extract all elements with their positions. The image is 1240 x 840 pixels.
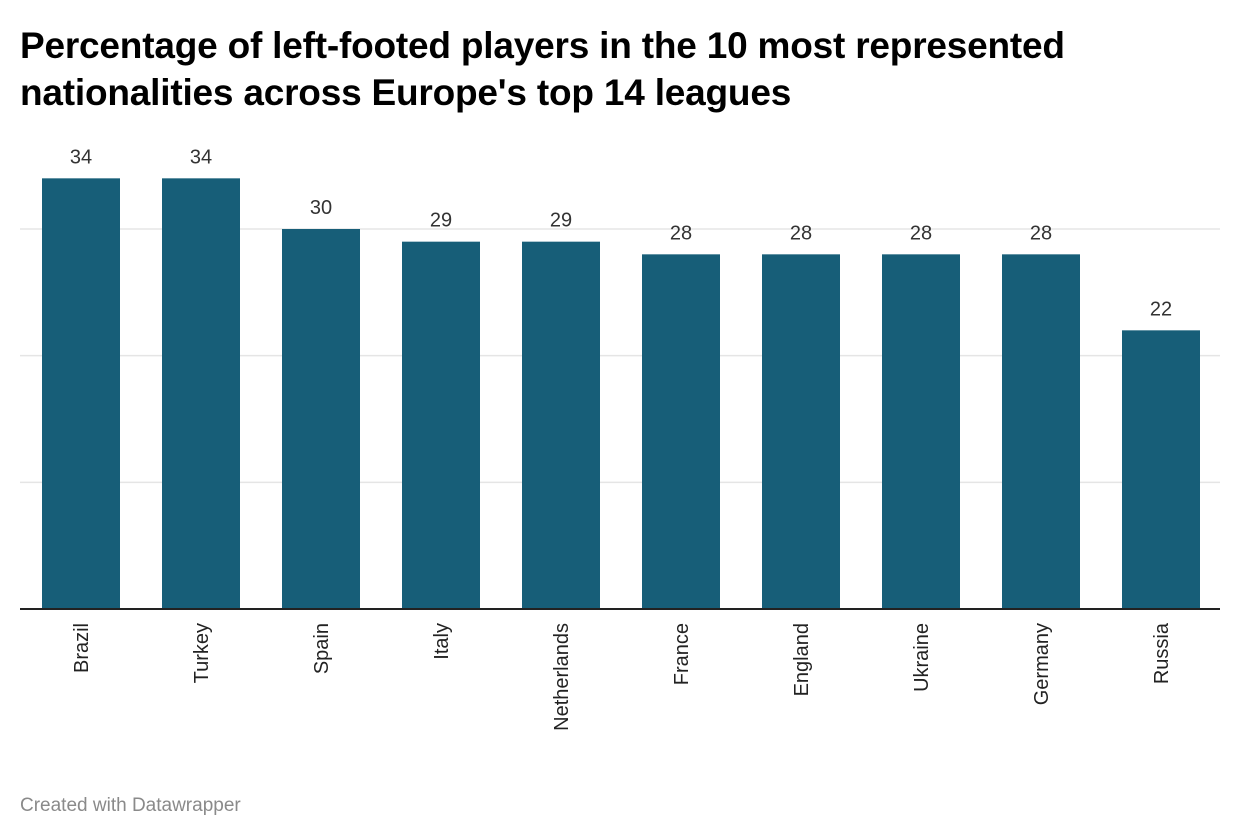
value-label: 34 (190, 146, 212, 168)
value-labels: 34 34 30 29 29 28 28 28 28 22 (70, 146, 1172, 320)
bar-england (762, 254, 840, 610)
category-label: Netherlands (551, 623, 573, 731)
bar-turkey (162, 178, 240, 610)
value-label: 29 (430, 210, 452, 232)
category-label: France (671, 623, 693, 685)
category-label: Russia (1151, 622, 1173, 684)
category-label: England (791, 623, 813, 696)
category-label: Spain (311, 623, 333, 674)
bar-spain (282, 229, 360, 609)
value-label: 28 (670, 222, 692, 244)
value-label: 29 (550, 210, 572, 232)
category-label: Ukraine (911, 623, 933, 692)
bar-ukraine (882, 254, 960, 610)
category-label: Brazil (71, 623, 93, 673)
value-label: 28 (910, 222, 932, 244)
category-label: Turkey (191, 623, 213, 683)
bar-france (642, 254, 720, 610)
bar-italy (402, 241, 480, 609)
value-label: 34 (70, 146, 92, 168)
bar-netherlands (522, 241, 600, 609)
datawrapper-credit: Created with Datawrapper (20, 795, 241, 816)
category-labels: Brazil Turkey Spain Italy Netherlands France E… (71, 622, 1173, 731)
bars (42, 178, 1200, 610)
bar-brazil (42, 178, 120, 610)
value-label: 30 (310, 197, 332, 219)
category-label: Germany (1031, 623, 1053, 705)
chart-title: Percentage of left-footed players in the… (20, 25, 1065, 113)
value-label: 22 (1150, 298, 1172, 320)
bar-russia (1122, 330, 1200, 609)
bar-germany (1002, 254, 1080, 610)
value-label: 28 (1030, 222, 1052, 244)
category-label: Italy (431, 623, 453, 660)
value-label: 28 (790, 222, 812, 244)
